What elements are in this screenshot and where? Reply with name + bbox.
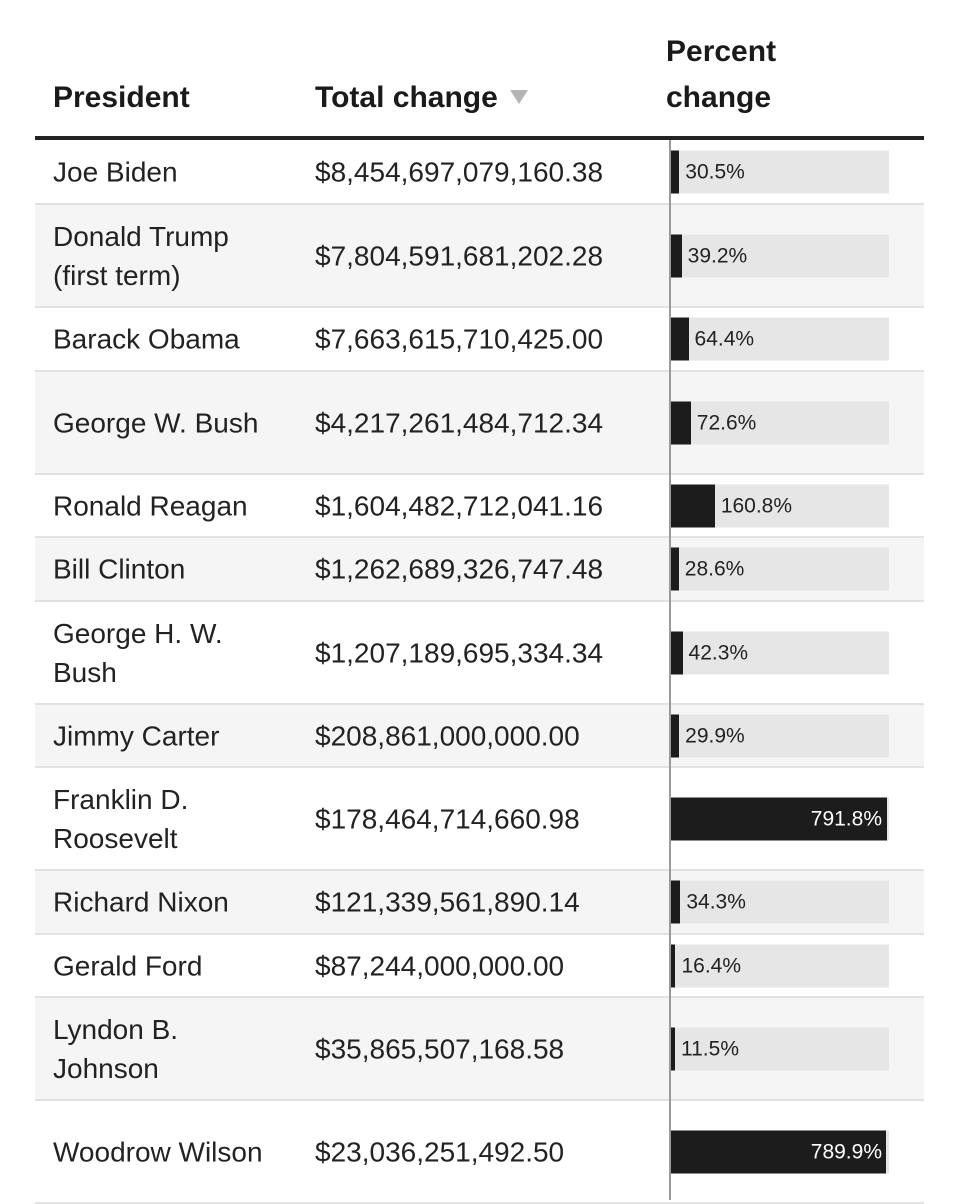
percent-change-label: 789.9%	[810, 1140, 882, 1163]
total-change-value: $178,464,714,660.98	[315, 803, 580, 834]
percent-change-label: 30.5%	[685, 160, 745, 183]
total-change-value: $4,217,261,484,712.34	[315, 407, 604, 438]
table-row: Gerald Ford $87,244,000,000.00 16.4%	[35, 935, 924, 998]
percent-change-bar	[671, 234, 682, 277]
table-header: President Total change Percent change	[35, 0, 924, 140]
table-row: Donald Trump (first term) $7,804,591,681,…	[35, 205, 924, 308]
total-change-value: $23,036,251,492.50	[315, 1136, 565, 1167]
president-name: Joe Biden	[53, 156, 178, 187]
percent-change-bar-track: 16.4%	[671, 944, 889, 987]
percent-change-bar	[671, 150, 680, 193]
total-change-value: $35,865,507,168.58	[315, 1033, 565, 1064]
president-name: Lyndon B. Johnson	[53, 1013, 179, 1084]
percent-change-label: 64.4%	[694, 327, 755, 351]
presidents-debt-table: President Total change Percent change Jo…	[35, 0, 924, 1204]
president-name: George W. Bush	[53, 407, 259, 438]
president-name: Barack Obama	[53, 323, 240, 355]
president-name: Franklin D. Roosevelt	[53, 783, 189, 854]
percent-change-bar-track: 791.8%	[671, 797, 889, 840]
table-row: George W. Bush $4,217,261,484,712.34 72.6%	[35, 372, 924, 475]
percent-change-bar	[671, 317, 689, 361]
column-header-percent-change[interactable]: Percent change	[666, 29, 826, 121]
percent-change-label: 34.3%	[686, 890, 746, 914]
percent-change-label: 72.6%	[696, 411, 757, 434]
percent-change-bar	[671, 797, 887, 840]
percent-change-bar-track: 28.6%	[671, 547, 889, 591]
percent-change-bar	[671, 547, 679, 591]
total-change-value: $1,262,689,326,747.48	[315, 553, 604, 585]
table-body: Joe Biden $8,454,697,079,160.38 30.5% Donal…	[35, 140, 924, 1204]
president-name: Ronald Reagan	[53, 490, 248, 521]
percent-change-label: 16.4%	[681, 954, 742, 977]
total-change-value: $208,861,000,000.00	[315, 720, 580, 751]
total-change-value: $1,207,189,695,334.34	[315, 637, 604, 668]
president-name: Jimmy Carter	[53, 720, 220, 751]
percent-change-bar	[671, 714, 680, 757]
table-row: Lyndon B. Johnson $35,865,507,168.58 11.5%	[35, 998, 924, 1101]
bar-baseline-axis	[669, 140, 671, 1200]
table-row: Woodrow Wilson $23,036,251,492.50 789.9%	[35, 1101, 924, 1204]
percent-change-label: 11.5%	[681, 1037, 739, 1060]
table-row: Ronald Reagan $1,604,482,712,041.16 160.8%	[35, 475, 924, 538]
president-name: George H. W. Bush	[53, 617, 223, 688]
percent-change-label: 791.8%	[810, 807, 882, 830]
percent-change-bar	[671, 631, 683, 674]
president-name: Richard Nixon	[53, 886, 229, 918]
percent-change-bar-track: 42.3%	[671, 631, 889, 674]
percent-change-bar	[671, 401, 691, 444]
table-row: Joe Biden $8,454,697,079,160.38 30.5%	[35, 140, 924, 205]
percent-change-label: 28.6%	[684, 557, 745, 581]
column-header-total-change-label: Total change	[315, 81, 498, 114]
percent-change-label: 29.9%	[685, 724, 745, 747]
percent-change-bar	[671, 484, 715, 527]
percent-change-label: 160.8%	[720, 494, 793, 517]
sort-descending-icon[interactable]	[509, 90, 528, 105]
percent-change-bar-track: 29.9%	[671, 714, 889, 757]
table-row: Bill Clinton $1,262,689,326,747.48 28.6%	[35, 538, 924, 602]
percent-change-bar	[671, 880, 681, 924]
percent-change-bar-track: 72.6%	[671, 401, 889, 444]
percent-change-label: 42.3%	[688, 641, 749, 664]
column-header-total-change[interactable]: Total change	[315, 75, 528, 121]
president-name: Donald Trump (first term)	[53, 220, 229, 291]
percent-change-bar-track: 34.3%	[671, 880, 889, 924]
column-header-percent-line2: change	[666, 81, 772, 114]
percent-change-bar-track: 11.5%	[671, 1027, 889, 1070]
total-change-value: $121,339,561,890.14	[315, 886, 580, 918]
total-change-value: $1,604,482,712,041.16	[315, 490, 604, 521]
president-name: Woodrow Wilson	[53, 1136, 263, 1167]
percent-change-bar-track: 789.9%	[671, 1130, 889, 1173]
percent-change-bar	[671, 1027, 675, 1070]
percent-change-bar-track: 39.2%	[671, 234, 889, 277]
president-name: Gerald Ford	[53, 950, 203, 981]
table-row: Richard Nixon $121,339,561,890.14 34.3%	[35, 871, 924, 935]
percent-change-bar-track: 30.5%	[671, 150, 889, 193]
president-name: Bill Clinton	[53, 553, 186, 585]
table-row: Jimmy Carter $208,861,000,000.00 29.9%	[35, 705, 924, 768]
column-header-percent-line1: Percent	[666, 35, 777, 68]
table-row: George H. W. Bush $1,207,189,695,334.34 42…	[35, 602, 924, 705]
table-row: Franklin D. Roosevelt $178,464,714,660.98…	[35, 768, 924, 871]
percent-change-bar-track: 160.8%	[671, 484, 889, 527]
column-header-president[interactable]: President	[53, 75, 190, 121]
column-header-president-label: President	[53, 81, 190, 114]
percent-change-bar-track: 64.4%	[671, 317, 889, 361]
total-change-value: $8,454,697,079,160.38	[315, 156, 604, 187]
total-change-value: $87,244,000,000.00	[315, 950, 565, 981]
table-row: Barack Obama $7,663,615,710,425.00 64.4%	[35, 308, 924, 372]
percent-change-bar	[671, 944, 676, 987]
percent-change-bar	[671, 1130, 887, 1173]
percent-change-label: 39.2%	[687, 244, 748, 267]
total-change-value: $7,804,591,681,202.28	[315, 240, 604, 271]
total-change-value: $7,663,615,710,425.00	[315, 323, 604, 355]
